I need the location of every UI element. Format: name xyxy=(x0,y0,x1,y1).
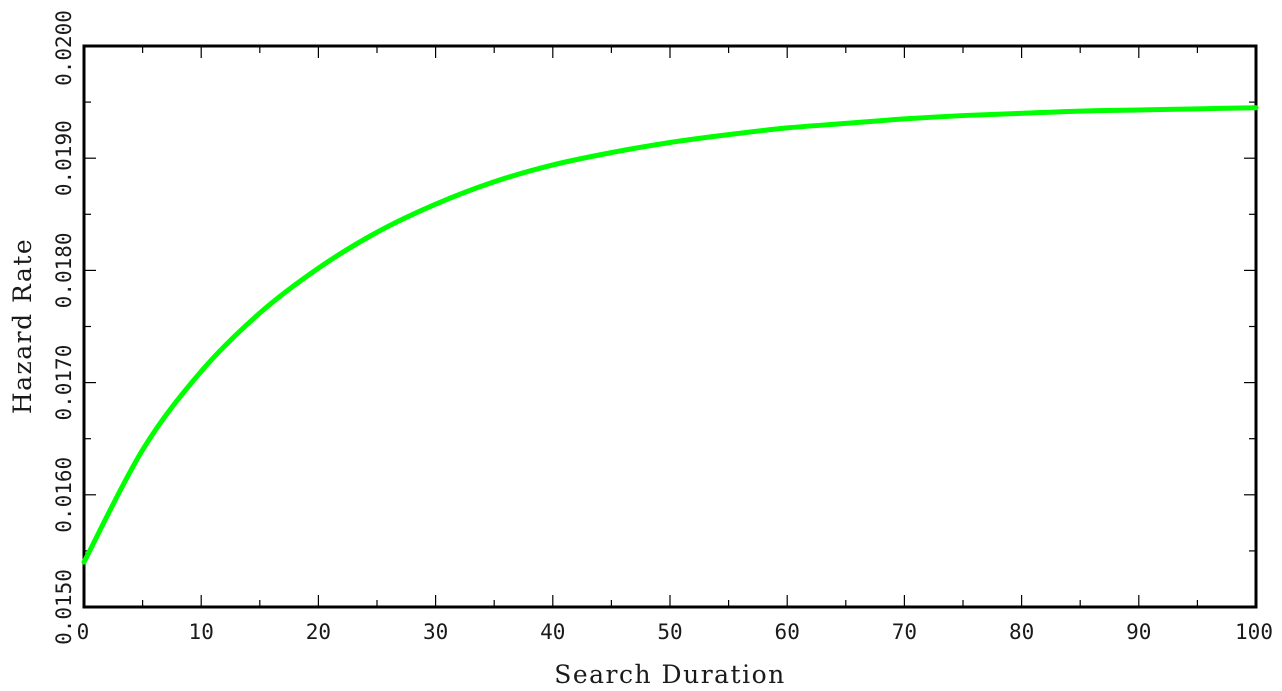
x-axis-tick-labels: 0 10 20 30 40 50 60 70 80 90 100 xyxy=(77,620,1273,644)
y-axis-ticks xyxy=(84,45,1256,608)
y-axis-title: Hazard Rate xyxy=(8,238,37,414)
x-tick-label: 40 xyxy=(540,620,565,644)
x-axis-title: Search Duration xyxy=(554,660,786,689)
y-tick-label: 0.0200 xyxy=(52,10,76,86)
y-tick-label: 0.0170 xyxy=(52,345,76,421)
x-tick-label: 50 xyxy=(657,620,682,644)
x-tick-label: 0 xyxy=(77,620,90,644)
x-axis-ticks xyxy=(83,46,1257,607)
x-tick-label: 70 xyxy=(892,620,917,644)
series-line-0 xyxy=(81,105,1259,565)
x-tick-label: 20 xyxy=(306,620,331,644)
y-axis-tick-labels: 0.0150 0.0160 0.0170 0.0180 0.0190 0.0200 xyxy=(52,10,76,645)
y-tick-label: 0.0190 xyxy=(52,120,76,196)
y-tick-label: 0.0160 xyxy=(52,457,76,533)
x-tick-label: 10 xyxy=(189,620,214,644)
x-tick-label: 60 xyxy=(775,620,800,644)
x-tick-label: 30 xyxy=(423,620,448,644)
y-tick-label: 0.0180 xyxy=(52,232,76,308)
series-group xyxy=(81,105,1259,565)
y-tick-label: 0.0150 xyxy=(52,569,76,645)
x-tick-label: 100 xyxy=(1235,620,1273,644)
x-tick-label: 90 xyxy=(1126,620,1151,644)
plot-frame xyxy=(82,44,1258,609)
x-tick-label: 80 xyxy=(1009,620,1034,644)
